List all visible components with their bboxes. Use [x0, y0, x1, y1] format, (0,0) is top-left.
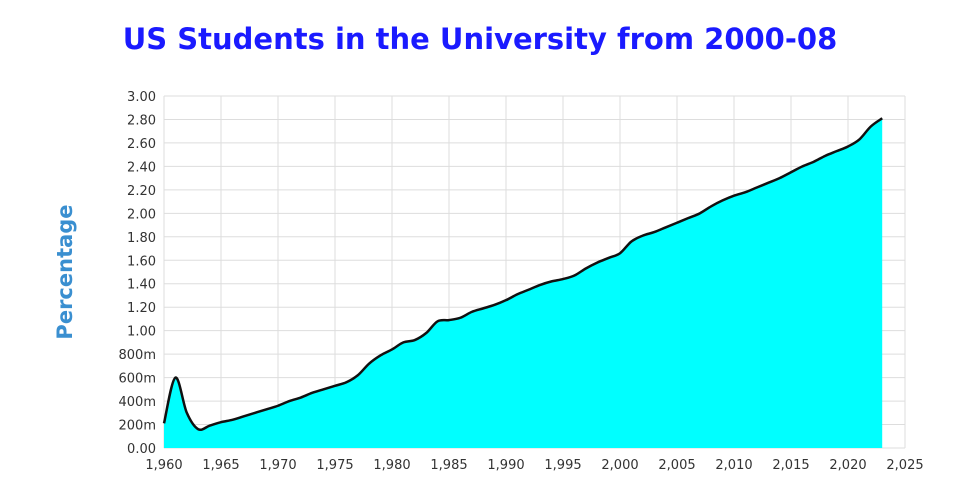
y-tick-label: 200m — [119, 419, 156, 434]
y-tick-label: 2.20 — [127, 184, 156, 199]
y-tick-label: 600m — [119, 372, 156, 387]
y-tick-label: 1.20 — [127, 301, 156, 316]
x-tick-label: 2,025 — [886, 458, 923, 473]
x-tick-label: 1,970 — [259, 458, 296, 473]
y-tick-label: 3.00 — [127, 90, 156, 105]
x-tick-label: 2,015 — [772, 458, 809, 473]
x-tick-label: 1,975 — [316, 458, 353, 473]
y-tick-label: 1.00 — [127, 325, 156, 340]
y-tick-label: 1.60 — [127, 254, 156, 269]
x-tick-label: 2,000 — [601, 458, 638, 473]
chart-title: US Students in the University from 2000-… — [122, 22, 838, 56]
x-tick-label: 1,960 — [145, 458, 182, 473]
y-tick-label: 2.00 — [127, 207, 156, 222]
y-tick-label: 2.80 — [127, 113, 156, 128]
x-tick-label: 1,985 — [430, 458, 467, 473]
y-tick-label: 800m — [119, 348, 156, 363]
x-tick-label: 2,005 — [658, 458, 695, 473]
y-tick-label: 1.80 — [127, 231, 156, 246]
x-tick-label: 2,020 — [829, 458, 866, 473]
x-axis-ticks: 1,960 1,965 1,970 1,975 1,980 1,985 1,990 1,995… — [145, 458, 923, 473]
y-tick-label: 2.60 — [127, 137, 156, 152]
y-tick-label: 2.40 — [127, 160, 156, 175]
y-tick-label: 1.40 — [127, 278, 156, 293]
x-tick-label: 1,995 — [544, 458, 581, 473]
y-tick-label: 0.00 — [127, 442, 156, 457]
y-tick-label: 400m — [119, 395, 156, 410]
y-axis-ticks: 0.00 200m 400m 600m 800m 1.00 1.20 1.40 1.60 1.80… — [119, 90, 156, 457]
x-tick-label: 1,980 — [373, 458, 410, 473]
x-tick-label: 2,010 — [715, 458, 752, 473]
area-fill — [164, 118, 883, 448]
series-line — [162, 117, 883, 431]
x-tick-label: 1,965 — [202, 458, 239, 473]
x-tick-label: 1,990 — [487, 458, 524, 473]
